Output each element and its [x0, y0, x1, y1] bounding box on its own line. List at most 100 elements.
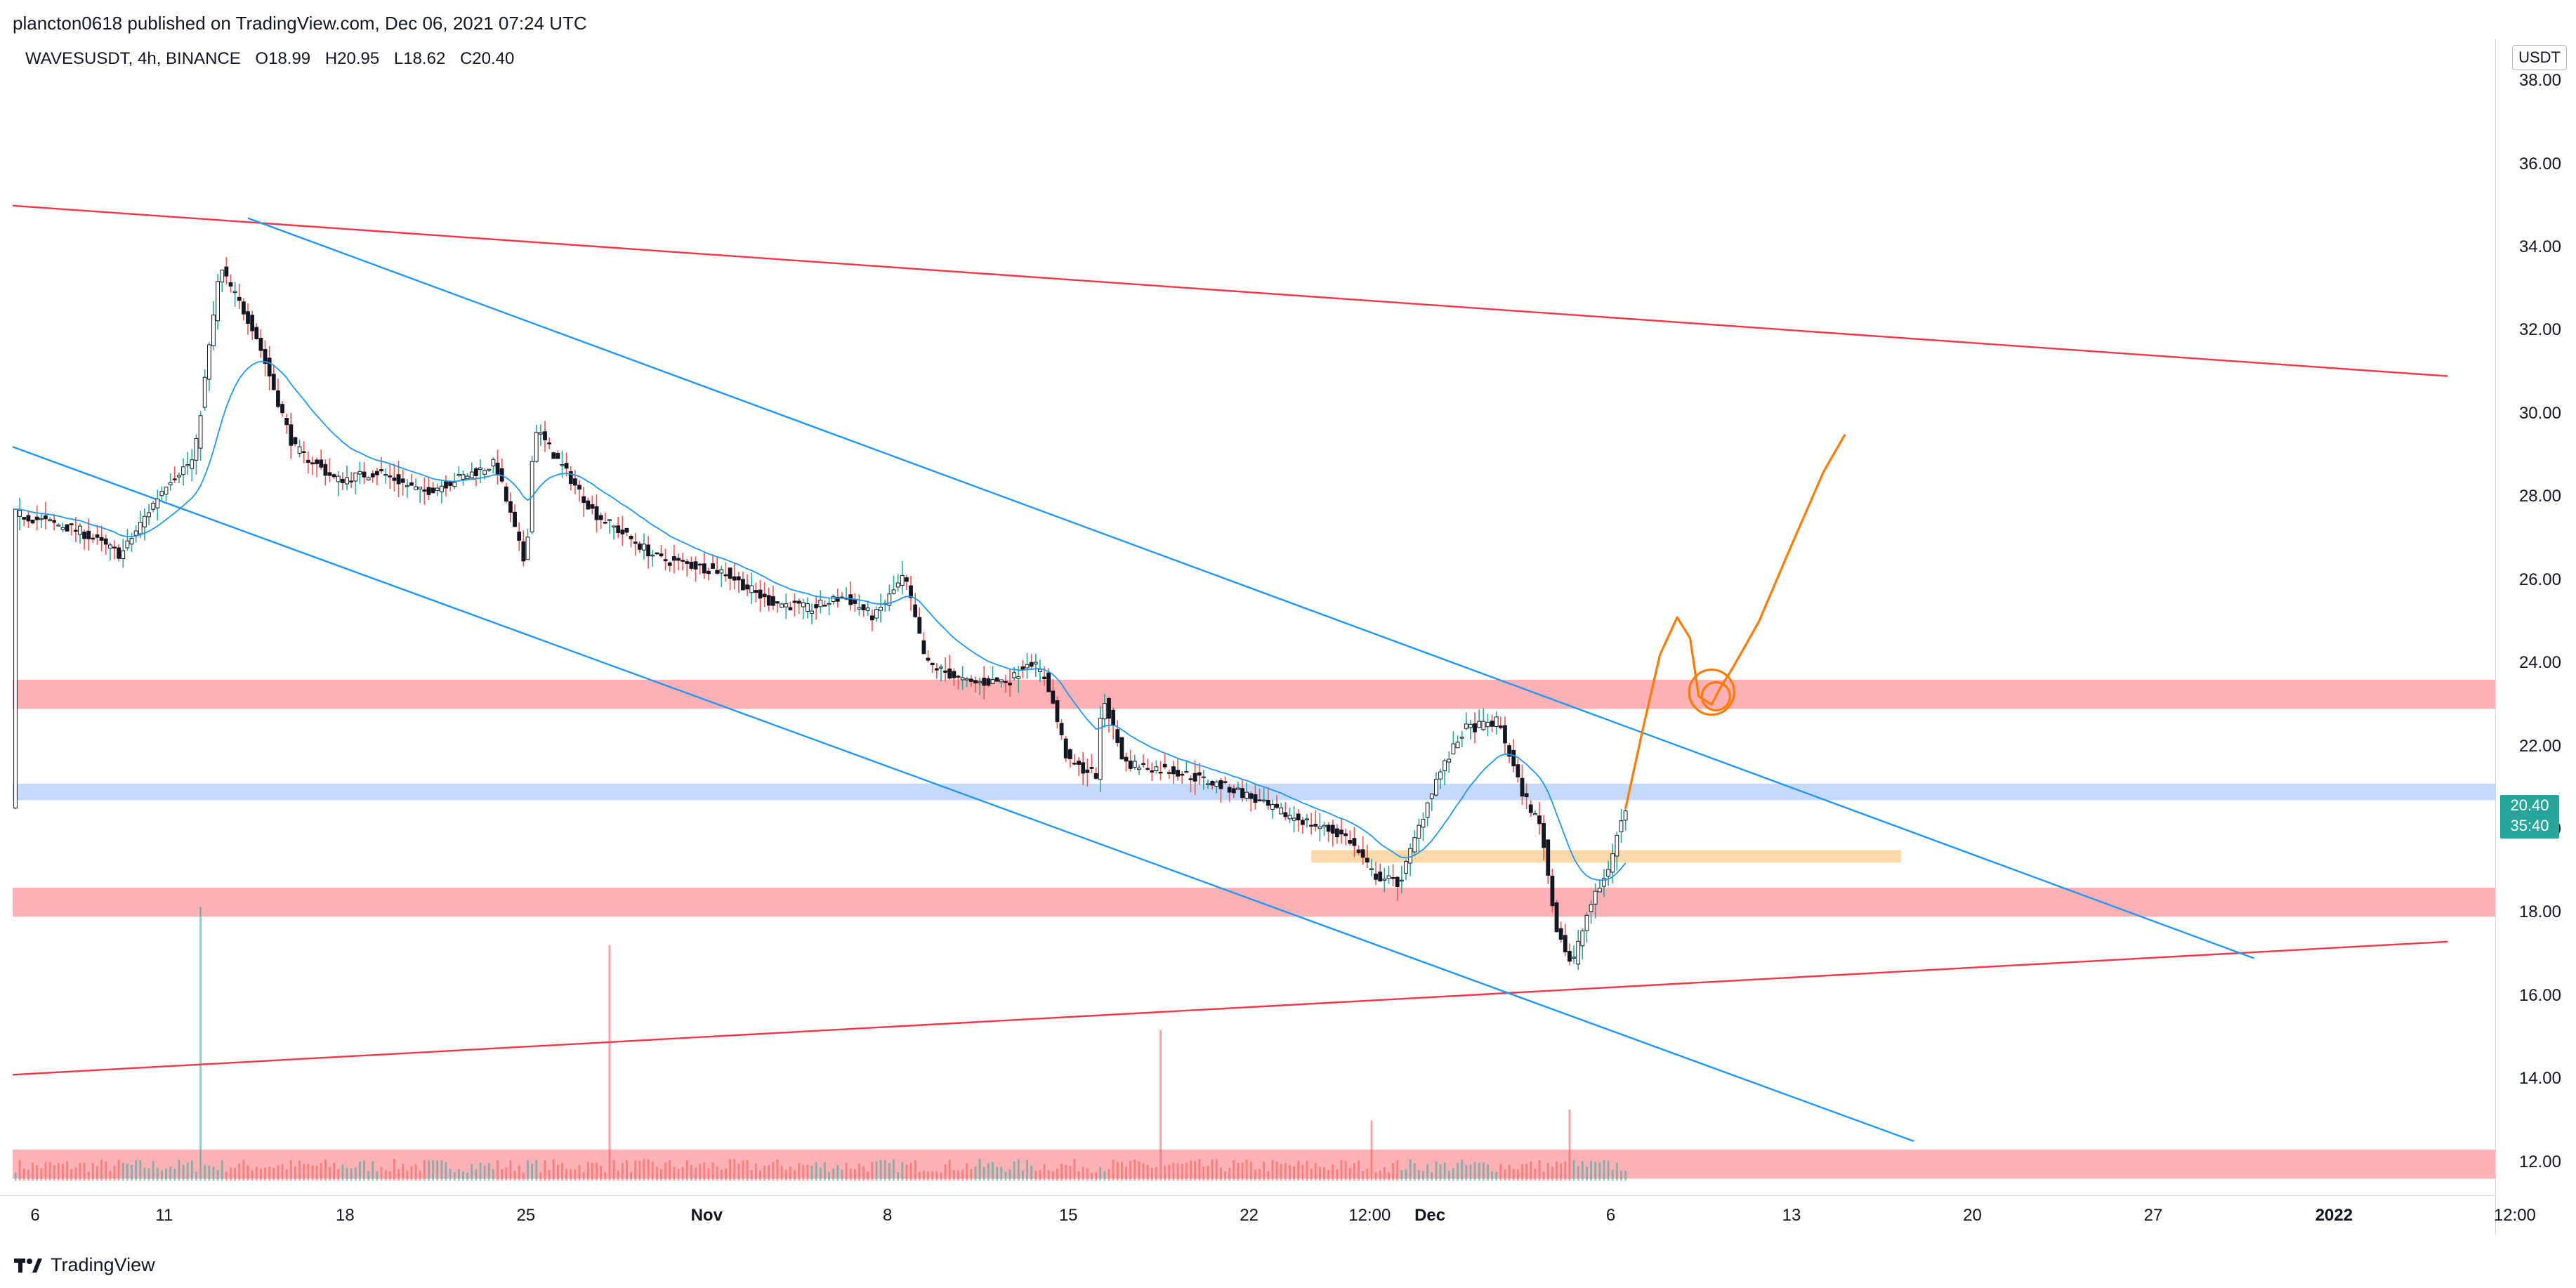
candle-body: [762, 593, 767, 598]
volume-bar: [36, 1165, 39, 1181]
volume-bar: [449, 1169, 452, 1181]
candles-layer: [13, 256, 1628, 971]
candle-body: [1141, 763, 1145, 765]
candle-body: [534, 432, 539, 462]
volume-bar: [759, 1170, 761, 1181]
last-price-value: 20.40: [2510, 796, 2549, 815]
volume-bar: [1323, 1167, 1325, 1181]
volume-bar: [1473, 1162, 1476, 1181]
volume-bar: [62, 1164, 64, 1181]
candle-body: [340, 478, 345, 483]
candle-body: [211, 315, 216, 346]
volume-bar: [1069, 1166, 1072, 1181]
volume-bar: [1301, 1164, 1304, 1181]
candle-body: [439, 485, 444, 492]
volume-bar: [419, 1170, 421, 1181]
candle-body: [1275, 803, 1279, 808]
currency-tag[interactable]: USDT: [2512, 45, 2567, 70]
volume-bar: [1004, 1171, 1007, 1181]
volume-bar: [1280, 1164, 1282, 1181]
volume-bar: [277, 1165, 280, 1181]
symbol-name[interactable]: WAVESUSDT, 4h, BINANCE: [25, 49, 241, 68]
price-axis[interactable]: USDT 12.0014.0016.0018.0020.0022.0024.00…: [2495, 39, 2576, 1233]
candle-body: [1597, 888, 1602, 893]
volume-bar: [337, 1169, 340, 1181]
candle-body: [366, 477, 371, 480]
zone-blue-1: [13, 783, 2495, 801]
volume-bar: [32, 1162, 34, 1181]
candle-body: [202, 376, 207, 408]
volume-bar: [1594, 1162, 1597, 1181]
candle-body: [607, 519, 612, 521]
volume-bar: [1469, 1164, 1472, 1181]
candle-body: [1119, 737, 1124, 760]
candle-body: [986, 678, 991, 686]
candle-body: [56, 525, 61, 527]
candle-body: [982, 677, 987, 686]
candle-body: [697, 563, 702, 566]
volume-bar: [117, 1159, 120, 1181]
candle-body: [388, 475, 393, 478]
volume-bar: [1564, 1161, 1567, 1181]
chart-area[interactable]: [0, 39, 2500, 1233]
volume-bar: [1190, 1160, 1192, 1181]
volume-bar: [18, 1159, 21, 1181]
candle-body: [1507, 745, 1512, 757]
candle-body: [1305, 818, 1309, 821]
candle-body: [271, 374, 276, 390]
volume-bar: [1241, 1162, 1244, 1181]
candle-body: [960, 677, 965, 681]
candle-body: [129, 538, 134, 545]
candle-body: [168, 482, 173, 485]
candle-body: [1550, 875, 1555, 907]
candle-body: [331, 474, 336, 478]
candle-body: [1443, 760, 1447, 772]
candle-body: [663, 559, 668, 562]
volume-bar: [867, 1171, 869, 1181]
candle-body: [1572, 957, 1576, 959]
volume-bar: [1198, 1159, 1201, 1181]
volume-bar: [918, 1171, 921, 1181]
volume-bar: [1008, 1169, 1011, 1181]
candle-body: [107, 544, 112, 548]
candle-body: [349, 480, 354, 482]
candle-body: [667, 562, 672, 566]
candle-body: [715, 570, 720, 574]
volume-bar: [1362, 1171, 1365, 1181]
candle-body: [1524, 793, 1529, 798]
volume-bar: [810, 1165, 813, 1181]
publish-attribution: plancton0618 published on TradingView.co…: [13, 13, 587, 34]
candle-body: [1386, 875, 1391, 879]
time-axis[interactable]: 6 11 18 25 Nov 8 15 22 12:00 Dec 6 13 20 27 2022 12:00: [0, 1195, 2536, 1234]
candle-body: [1231, 788, 1236, 794]
volume-bar: [944, 1164, 947, 1181]
price-chart[interactable]: [0, 39, 2500, 1233]
volume-bar: [359, 1162, 361, 1181]
blue-channel-upper: [247, 217, 2255, 959]
volume-bar: [1353, 1163, 1355, 1181]
volume-bar: [307, 1164, 310, 1181]
volume-bar: [501, 1169, 504, 1181]
candle-body: [745, 584, 749, 590]
volume-bar: [1624, 1171, 1627, 1181]
candle-body: [1451, 743, 1456, 755]
volume-bar: [406, 1170, 409, 1181]
price-tick-label: 22.00: [2518, 736, 2561, 756]
volume-bar: [1318, 1167, 1321, 1181]
candle-body: [155, 498, 160, 508]
candle-body: [1180, 773, 1185, 776]
symbol-legend[interactable]: WAVESUSDT, 4h, BINANCE O18.99 H20.95 L18…: [25, 45, 524, 73]
volume-bar: [789, 1166, 791, 1181]
candle-body: [624, 527, 629, 533]
volume-bar: [1026, 1159, 1028, 1181]
candle-body: [1369, 868, 1374, 871]
volume-bar: [53, 1164, 55, 1181]
candle-body: [147, 512, 151, 518]
volume-bar: [677, 1169, 680, 1181]
candle-body: [637, 543, 642, 550]
candle-body: [887, 593, 892, 606]
candle-body: [685, 561, 690, 564]
volume-bar: [1396, 1160, 1399, 1181]
volume-bar: [729, 1159, 731, 1181]
volume-bar: [131, 1164, 133, 1181]
